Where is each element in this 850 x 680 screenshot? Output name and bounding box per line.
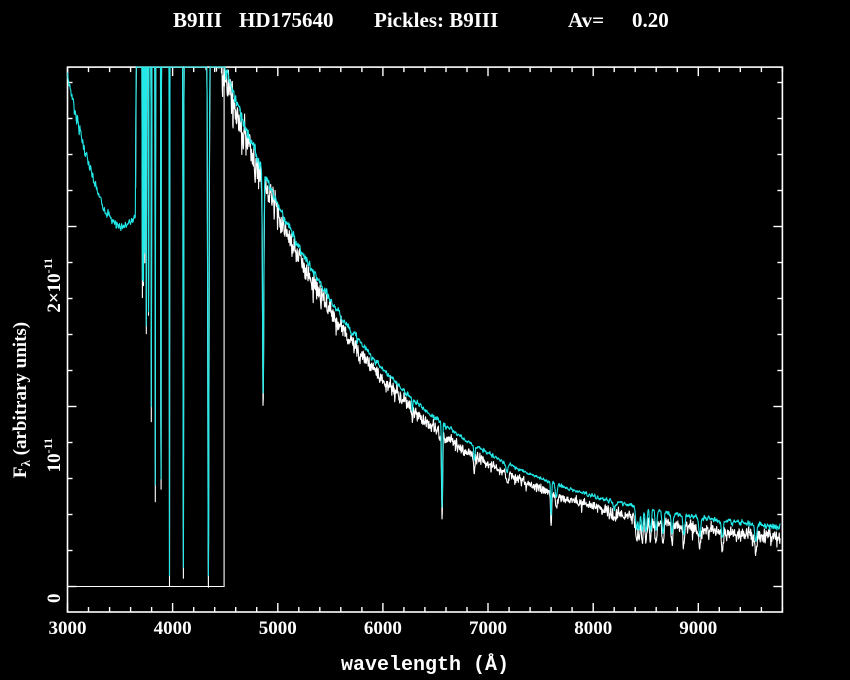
svg-text:Pickles: B9III: Pickles: B9III bbox=[374, 8, 498, 32]
svg-text:HD175640: HD175640 bbox=[239, 8, 334, 32]
svg-text:4000: 4000 bbox=[154, 618, 192, 639]
svg-text:7000: 7000 bbox=[469, 618, 507, 639]
svg-text:Av=: Av= bbox=[568, 8, 604, 32]
svg-text:5000: 5000 bbox=[259, 618, 297, 639]
svg-text:B9III: B9III bbox=[173, 8, 222, 32]
svg-text:8000: 8000 bbox=[574, 618, 612, 639]
svg-text:wavelength (Å): wavelength (Å) bbox=[341, 652, 509, 677]
svg-text:Fλ (arbitrary units): Fλ (arbitrary units) bbox=[10, 322, 33, 478]
svg-text:6000: 6000 bbox=[364, 618, 402, 639]
svg-text:0.20: 0.20 bbox=[632, 8, 669, 32]
svg-text:3000: 3000 bbox=[49, 618, 87, 639]
svg-text:0: 0 bbox=[44, 594, 65, 604]
svg-text:9000: 9000 bbox=[679, 618, 717, 639]
